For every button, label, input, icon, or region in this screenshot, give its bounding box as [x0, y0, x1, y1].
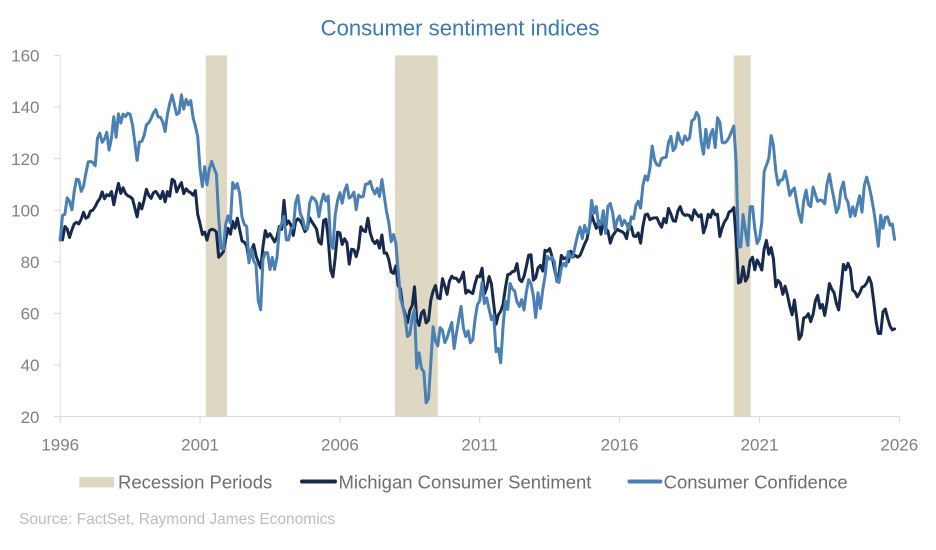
svg-text:2006: 2006	[321, 436, 359, 455]
svg-text:2016: 2016	[601, 436, 639, 455]
svg-text:120: 120	[11, 150, 39, 169]
svg-text:2026: 2026	[880, 436, 918, 455]
svg-text:Source: FactSet, Raymond James: Source: FactSet, Raymond James Economics	[19, 511, 335, 528]
svg-text:1996: 1996	[41, 436, 79, 455]
svg-text:160: 160	[11, 47, 39, 66]
svg-text:20: 20	[21, 408, 40, 427]
svg-text:100: 100	[11, 201, 39, 220]
svg-text:80: 80	[21, 253, 40, 272]
svg-text:40: 40	[21, 356, 40, 375]
svg-text:140: 140	[11, 98, 39, 117]
svg-text:Consumer sentiment indices: Consumer sentiment indices	[321, 16, 600, 41]
svg-text:Recession Periods: Recession Periods	[118, 472, 272, 493]
svg-text:2021: 2021	[741, 436, 779, 455]
svg-text:60: 60	[21, 305, 40, 324]
svg-text:2011: 2011	[461, 436, 498, 455]
svg-text:2001: 2001	[181, 436, 219, 455]
svg-text:Consumer Confidence: Consumer Confidence	[664, 472, 848, 493]
svg-text:Michigan Consumer Sentiment: Michigan Consumer Sentiment	[339, 472, 592, 493]
